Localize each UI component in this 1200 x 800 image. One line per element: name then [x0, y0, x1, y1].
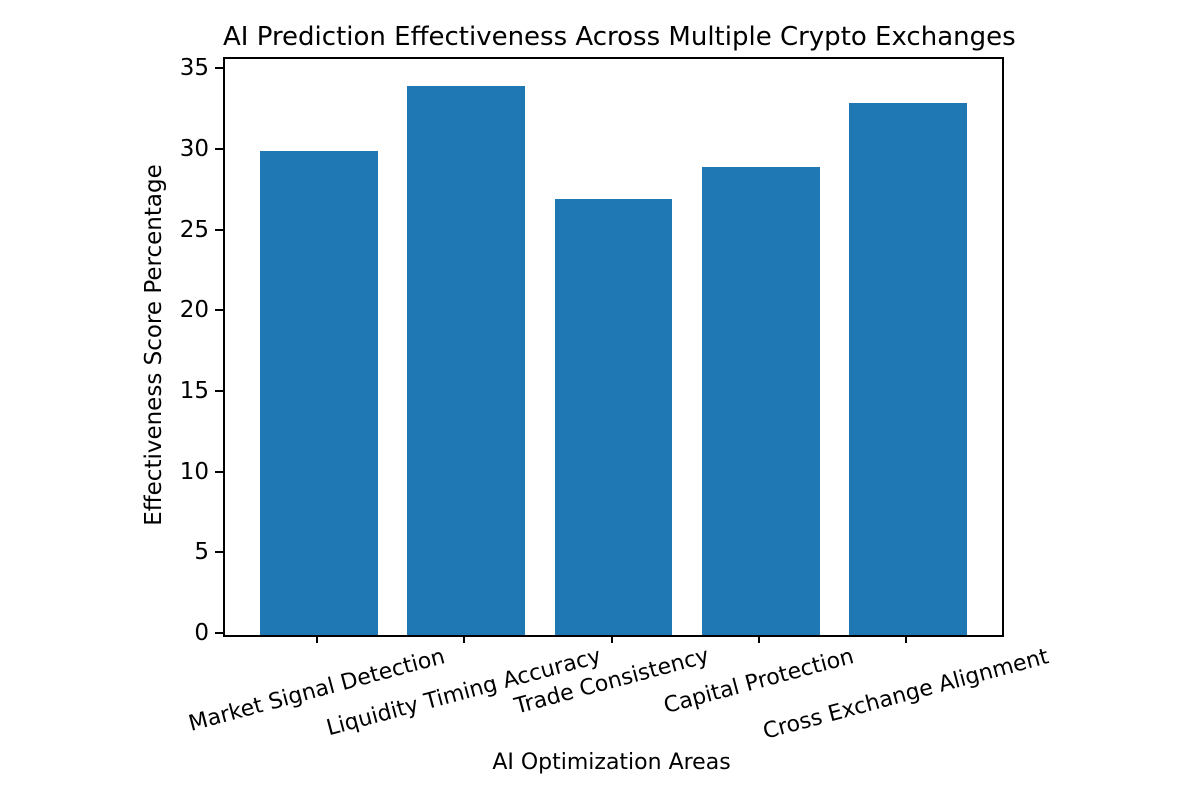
x-tick-label: Market Signal Detection	[186, 643, 448, 737]
x-tick-mark	[757, 635, 760, 643]
x-tick-mark	[316, 635, 319, 643]
bar-4	[848, 102, 967, 635]
bar-3	[701, 167, 820, 635]
y-tick-label: 30	[179, 135, 209, 162]
y-tick-label: 20	[179, 297, 209, 324]
y-tick-mark	[215, 551, 223, 554]
y-tick-mark	[215, 147, 223, 150]
y-tick-mark	[215, 67, 223, 70]
y-tick-mark	[215, 309, 223, 312]
y-tick-label: 0	[194, 620, 209, 646]
x-tick-mark	[904, 635, 907, 643]
x-axis-label: AI Optimization Areas	[492, 750, 731, 775]
y-tick-mark	[215, 470, 223, 473]
y-axis-label: Effectiveness Score Percentage	[141, 164, 167, 526]
bar-0	[260, 150, 379, 635]
y-tick-label: 10	[179, 458, 209, 485]
bar-2	[554, 199, 673, 635]
bar-1	[407, 86, 526, 635]
y-tick-label: 35	[179, 55, 209, 82]
y-tick-label: 5	[194, 539, 209, 566]
y-tick-mark	[215, 228, 223, 231]
y-tick-mark	[215, 389, 223, 392]
y-tick-label: 25	[179, 216, 209, 243]
plot-area	[223, 57, 1004, 637]
chart-title: AI Prediction Effectiveness Across Multi…	[223, 22, 1016, 52]
x-tick-mark	[610, 635, 613, 643]
x-tick-mark	[463, 635, 466, 643]
y-tick-mark	[215, 632, 223, 634]
y-tick-label: 15	[179, 377, 209, 404]
